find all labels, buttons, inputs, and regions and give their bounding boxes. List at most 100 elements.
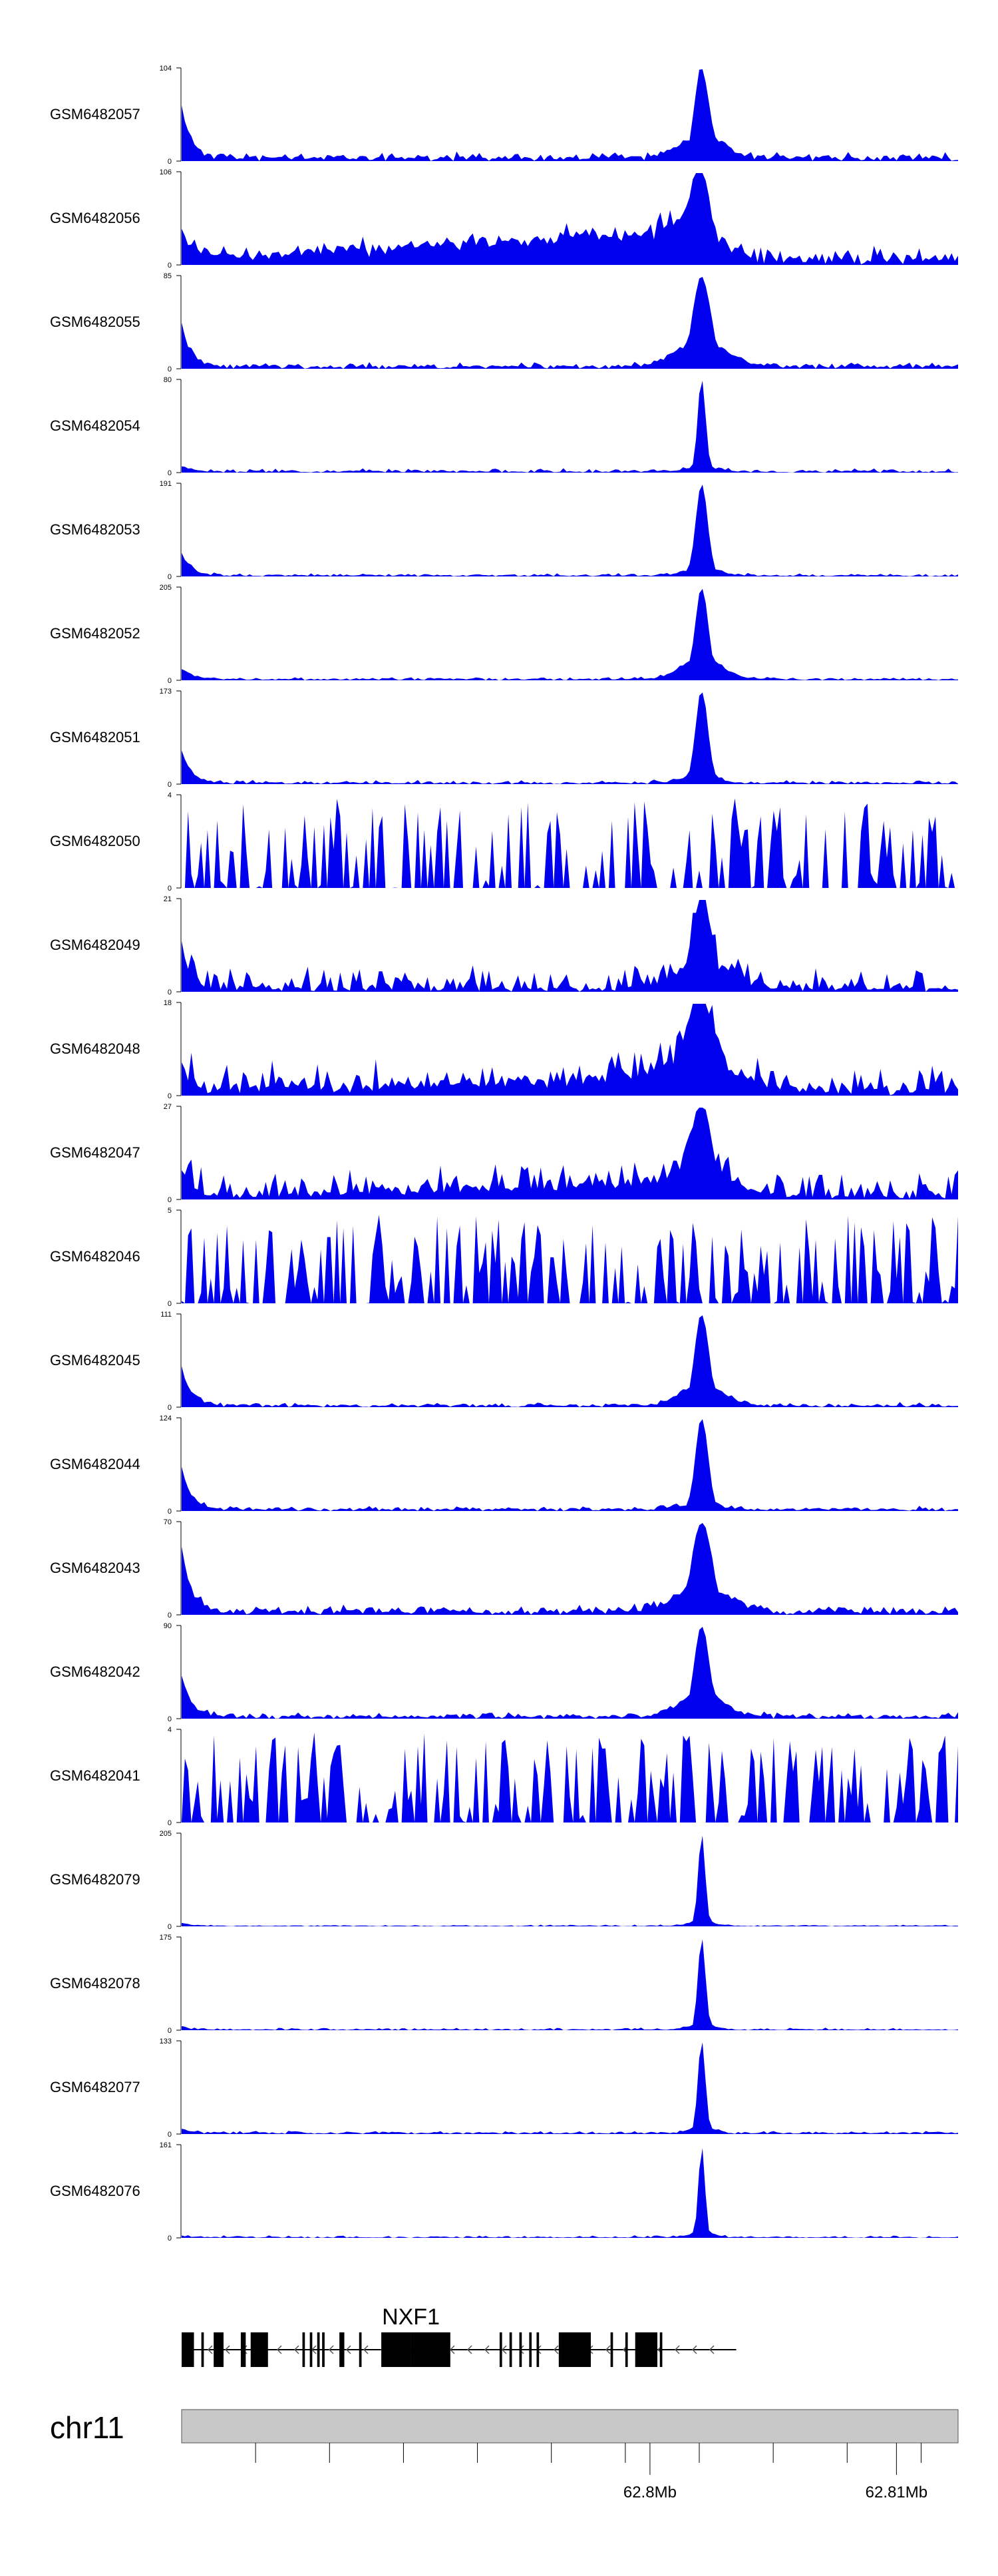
track-gsm6482050: GSM6482050 4 0	[50, 791, 958, 893]
y-max-label: 18	[164, 999, 172, 1007]
track-label: GSM6482051	[50, 729, 140, 746]
exon	[240, 2332, 246, 2367]
y-zero-label: 0	[168, 1508, 172, 1516]
strand-arrow	[691, 2345, 697, 2354]
exon	[214, 2332, 219, 2367]
track-label: GSM6482078	[50, 1975, 140, 1992]
y-zero-label: 0	[168, 365, 172, 373]
y-zero-label: 0	[168, 1196, 172, 1204]
strand-arrow	[293, 2345, 299, 2354]
track-label: GSM6482057	[50, 106, 140, 122]
track-gsm6482056: GSM6482056 106 0	[50, 168, 958, 270]
exon	[625, 2332, 628, 2367]
track-label: GSM6482052	[50, 625, 140, 642]
strand-arrow	[484, 2345, 490, 2354]
signal-area	[182, 277, 958, 369]
gene-name-label: NXF1	[382, 2304, 440, 2330]
y-zero-label: 0	[168, 781, 172, 789]
exon	[359, 2332, 362, 2367]
exon	[499, 2332, 502, 2367]
y-zero-label: 0	[168, 1819, 172, 1827]
y-zero-label: 0	[168, 988, 172, 996]
y-zero-label: 0	[168, 1611, 172, 1619]
exon	[257, 2332, 268, 2367]
signal-area	[182, 1627, 958, 1719]
track-gsm6482041: GSM6482041 4 0	[50, 1726, 958, 1827]
signal-area	[182, 1108, 958, 1199]
track-label: GSM6482055	[50, 314, 140, 330]
signal-area	[182, 69, 958, 161]
track-label: GSM6482044	[50, 1456, 140, 1472]
signal-area	[182, 1835, 958, 1926]
signal-area	[182, 381, 958, 473]
signal-area	[182, 1419, 958, 1511]
axis-ticks	[255, 2443, 921, 2463]
track-label: GSM6482046	[50, 1248, 140, 1265]
exon	[659, 2332, 663, 2367]
exon	[519, 2332, 522, 2367]
track-label: GSM6482050	[50, 833, 140, 849]
exon	[576, 2332, 591, 2367]
exon	[322, 2332, 325, 2367]
track-gsm6482052: GSM6482052 205 0	[50, 584, 958, 685]
track-gsm6482051: GSM6482051 173 0	[50, 688, 958, 789]
signal-area	[182, 173, 958, 265]
strand-arrow	[501, 2345, 507, 2354]
y-zero-label: 0	[168, 2027, 172, 2035]
exon	[610, 2332, 613, 2367]
strand-arrow	[449, 2345, 455, 2354]
track-label: GSM6482042	[50, 1663, 140, 1680]
y-zero-label: 0	[168, 469, 172, 477]
y-zero-label: 0	[168, 1715, 172, 1723]
track-gsm6482043: GSM6482043 70 0	[50, 1518, 958, 1619]
strand-arrow	[553, 2345, 559, 2354]
y-max-label: 205	[160, 1830, 172, 1838]
track-gsm6482077: GSM6482077 133 0	[50, 2038, 958, 2139]
exon	[339, 2332, 345, 2367]
y-max-label: 4	[168, 1726, 172, 1734]
y-max-label: 90	[164, 1622, 172, 1630]
y-max-label: 191	[160, 480, 172, 488]
y-zero-label: 0	[168, 1092, 172, 1100]
signal-area	[182, 1004, 958, 1096]
track-label: GSM6482079	[50, 1871, 140, 1888]
strand-arrow	[207, 2345, 213, 2354]
track-gsm6482048: GSM6482048 18 0	[50, 999, 958, 1100]
track-label: GSM6482049	[50, 937, 140, 953]
strand-arrow	[224, 2345, 230, 2354]
exon	[571, 2332, 579, 2367]
track-gsm6482079: GSM6482079 205 0	[50, 1830, 958, 1931]
track-label: GSM6482076	[50, 2183, 140, 2199]
y-max-label: 104	[160, 65, 172, 73]
axis-tick-labels: 62.8Mb 62.81Mb	[623, 2443, 927, 2501]
y-zero-label: 0	[168, 1923, 172, 1931]
signal-tracks: GSM6482057 104 0 GSM6482056 106 0 GSM6482055 85…	[50, 65, 958, 2243]
track-gsm6482049: GSM6482049 21 0	[50, 895, 958, 996]
signal-area	[182, 798, 958, 888]
y-max-label: 161	[160, 2141, 172, 2149]
signal-area	[182, 1315, 958, 1407]
chromosome-bar	[181, 2409, 959, 2444]
y-max-label: 80	[164, 376, 172, 384]
exon	[558, 2332, 562, 2367]
y-max-label: 21	[164, 895, 172, 903]
signal-area	[182, 1939, 958, 2030]
y-max-label: 111	[160, 1311, 172, 1319]
strand-arrow	[328, 2345, 334, 2354]
y-max-label: 85	[164, 272, 172, 280]
signal-area	[182, 2042, 958, 2134]
y-max-label: 27	[164, 1103, 172, 1111]
exon	[561, 2332, 574, 2367]
signal-area	[182, 1215, 958, 1303]
exon	[509, 2332, 512, 2367]
strand-arrow	[466, 2345, 472, 2354]
y-max-label: 173	[160, 688, 172, 696]
y-zero-label: 0	[168, 262, 172, 270]
track-label: GSM6482045	[50, 1352, 140, 1369]
track-label: GSM6482041	[50, 1767, 140, 1784]
strand-arrow	[345, 2345, 351, 2354]
track-gsm6482053: GSM6482053 191 0	[50, 480, 958, 581]
exon	[317, 2332, 320, 2367]
exon	[536, 2332, 540, 2367]
track-gsm6482047: GSM6482047 27 0	[50, 1103, 958, 1204]
